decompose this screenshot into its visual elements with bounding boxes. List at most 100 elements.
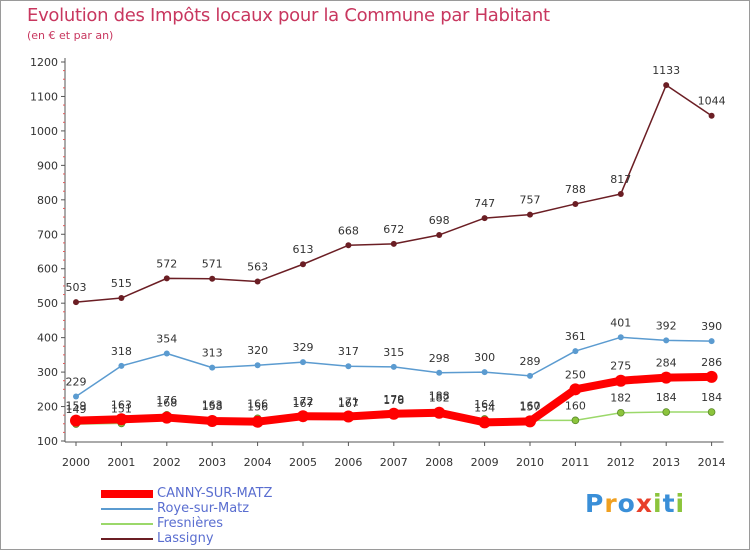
- x-tick-label: 2004: [244, 456, 272, 469]
- data-label-fresni-res: 176: [383, 394, 404, 407]
- point-lassigny: [527, 211, 533, 218]
- data-label-canny-sur-matz: 159: [66, 400, 87, 413]
- legend-swatch: [101, 508, 153, 510]
- y-tick-label: 700: [37, 228, 58, 241]
- legend-swatch: [101, 490, 153, 498]
- data-label-fresni-res: 184: [701, 391, 722, 404]
- point-fresni-res: [616, 408, 625, 417]
- data-label-lassigny: 817: [610, 173, 631, 186]
- data-label-roye-sur-matz: 390: [701, 320, 722, 333]
- data-label-roye-sur-matz: 289: [520, 355, 541, 368]
- legend-swatch: [101, 538, 153, 540]
- data-label-canny-sur-matz: 286: [701, 356, 722, 369]
- data-label-roye-sur-matz: 354: [156, 332, 177, 345]
- series-lines: [70, 82, 718, 429]
- data-label-canny-sur-matz: 172: [293, 395, 314, 408]
- data-label-roye-sur-matz: 401: [610, 316, 631, 329]
- point-lassigny: [300, 261, 306, 268]
- logo-letter: i: [653, 489, 663, 518]
- point-roye-sur-matz: [663, 337, 670, 344]
- data-label-canny-sur-matz: 275: [610, 360, 631, 373]
- point-roye-sur-matz: [481, 369, 488, 376]
- data-label-fresni-res: 163: [202, 398, 223, 411]
- data-label-lassigny: 563: [247, 260, 268, 273]
- point-canny-sur-matz: [433, 406, 446, 419]
- data-label-canny-sur-matz: 179: [383, 393, 404, 406]
- data-label-fresni-res: 167: [293, 397, 314, 410]
- logo-letter: r: [604, 489, 618, 518]
- data-label-roye-sur-matz: 313: [202, 347, 223, 360]
- data-label-roye-sur-matz: 320: [247, 344, 268, 357]
- point-roye-sur-matz: [300, 359, 306, 366]
- y-tick-label: 100: [37, 435, 58, 448]
- point-roye-sur-matz: [163, 350, 170, 357]
- logo-letter: t: [662, 489, 676, 518]
- data-label-roye-sur-matz: 298: [429, 352, 450, 365]
- point-roye-sur-matz: [73, 393, 79, 400]
- point-canny-sur-matz: [478, 416, 491, 429]
- x-tick-label: 2007: [380, 456, 408, 469]
- point-canny-sur-matz: [297, 410, 309, 423]
- data-label-canny-sur-matz: 171: [338, 396, 359, 409]
- data-label-canny-sur-matz: 158: [202, 400, 223, 413]
- data-label-lassigny: 747: [474, 197, 495, 210]
- data-label-roye-sur-matz: 318: [111, 345, 132, 358]
- x-tick-label: 2006: [334, 456, 362, 469]
- x-tick-label: 2011: [561, 456, 589, 469]
- x-tick-label: 2000: [62, 456, 90, 469]
- data-label-roye-sur-matz: 317: [338, 345, 359, 358]
- x-tick-label: 2012: [607, 456, 635, 469]
- data-label-fresni-res: 149: [66, 403, 87, 416]
- point-lassigny: [436, 231, 443, 238]
- y-tick-label: 500: [37, 297, 58, 310]
- data-label-roye-sur-matz: 229: [66, 376, 87, 389]
- point-lassigny: [118, 295, 125, 302]
- data-label-canny-sur-matz: 182: [429, 392, 450, 405]
- point-canny-sur-matz: [524, 415, 536, 428]
- data-label-lassigny: 1044: [698, 95, 726, 108]
- point-roye-sur-matz: [436, 369, 443, 376]
- point-canny-sur-matz: [387, 407, 400, 420]
- point-lassigny: [663, 82, 670, 89]
- point-roye-sur-matz: [390, 363, 397, 370]
- data-labels: 503 515 572 571 563 613 668 672 698 747 757 788 817 1…: [66, 64, 726, 416]
- data-label-roye-sur-matz: 300: [474, 351, 495, 364]
- x-tick-label: 2013: [652, 456, 680, 469]
- point-fresni-res: [707, 408, 716, 416]
- logo-letter: x: [635, 489, 653, 518]
- point-canny-sur-matz: [705, 370, 718, 383]
- data-label-roye-sur-matz: 329: [293, 341, 314, 354]
- legend-swatch: [101, 523, 153, 525]
- data-label-fresni-res: 176: [156, 394, 177, 407]
- legend-label: CANNY-SUR-MATZ: [157, 486, 273, 501]
- point-lassigny: [708, 112, 715, 119]
- data-label-lassigny: 672: [383, 223, 404, 236]
- data-label-fresni-res: 160: [520, 399, 541, 412]
- point-canny-sur-matz: [160, 411, 173, 424]
- data-label-lassigny: 757: [520, 194, 541, 207]
- point-lassigny: [572, 200, 579, 207]
- proxiti-logo: Proxiti: [585, 489, 685, 518]
- y-tick-label: 600: [37, 263, 58, 276]
- point-canny-sur-matz: [206, 415, 219, 428]
- legend-label: Fresnières: [157, 516, 224, 531]
- point-fresni-res: [662, 408, 670, 416]
- logo-letter: P: [585, 489, 605, 518]
- x-tick-label: 2014: [698, 456, 726, 469]
- data-label-fresni-res: 160: [565, 399, 586, 412]
- point-lassigny: [209, 275, 216, 282]
- y-tick-label: 1000: [30, 125, 58, 138]
- point-lassigny: [481, 215, 488, 222]
- data-label-lassigny: 515: [111, 277, 132, 290]
- point-canny-sur-matz: [660, 371, 673, 384]
- data-label-canny-sur-matz: 284: [656, 357, 677, 370]
- data-label-fresni-res: 151: [111, 402, 132, 415]
- y-tick-label: 300: [37, 366, 58, 379]
- y-tick-label: 400: [37, 332, 58, 345]
- legend-label: Roye-sur-Matz: [157, 501, 250, 516]
- point-roye-sur-matz: [617, 334, 624, 341]
- point-lassigny: [254, 278, 261, 285]
- y-tick-label: 900: [37, 159, 58, 172]
